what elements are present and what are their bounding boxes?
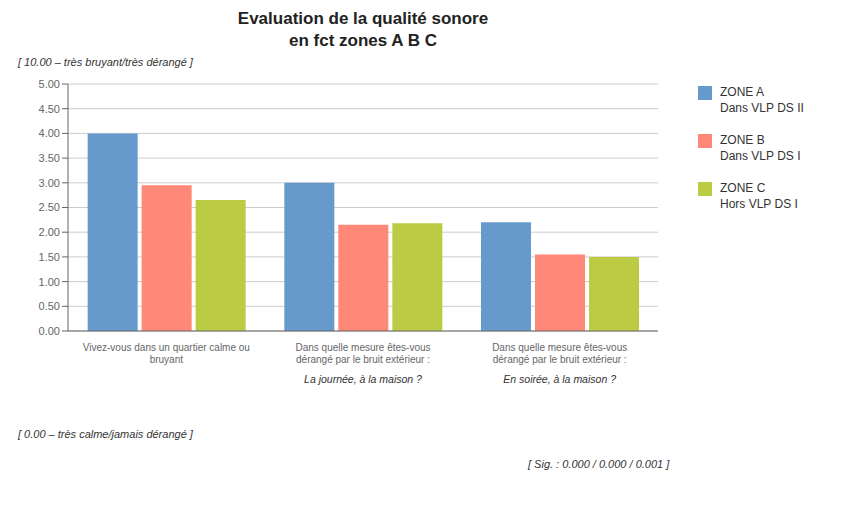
svg-text:La journée, à la maison ?: La journée, à la maison ? <box>304 373 422 385</box>
html-text:ZONE B: ZONE B <box>720 133 765 147</box>
html-text:[ 0.00 – très calme/jamais dér: [ 0.00 – très calme/jamais dérangé ] <box>18 428 193 440</box>
svg-text:3.50: 3.50 <box>39 152 60 164</box>
svg-text:1.50: 1.50 <box>39 251 60 263</box>
html-text:Dans VLP DS I: Dans VLP DS I <box>720 149 801 163</box>
svg-text:4.00: 4.00 <box>39 127 60 139</box>
svg-text:Vivez-vous dans un quartier ca: Vivez-vous dans un quartier calme oubruy… <box>83 342 250 365</box>
svg-text:En soirée, à la maison ?: En soirée, à la maison ? <box>503 373 616 385</box>
svg-text:4.50: 4.50 <box>39 103 60 115</box>
html-text:ZONE C: ZONE C <box>720 181 766 195</box>
svg-text:2.00: 2.00 <box>39 226 60 238</box>
svg-text:0.50: 0.50 <box>39 300 60 312</box>
html-text:ZONE A: ZONE A <box>720 85 764 99</box>
svg-text:5.00: 5.00 <box>39 78 60 90</box>
html-text:[ 10.00 – très bruyant/très dé: [ 10.00 – très bruyant/très dérangé ] <box>18 56 193 68</box>
svg-text:Dans quelle mesure êtes-vousdé: Dans quelle mesure êtes-vousdérangé par … <box>295 342 430 365</box>
html-text:Dans VLP DS II: Dans VLP DS II <box>720 101 804 115</box>
svg-text:0.00: 0.00 <box>39 325 60 337</box>
svg-text:Dans quelle mesure êtes-vousdé: Dans quelle mesure êtes-vousdérangé par … <box>492 342 627 365</box>
html-text:Evaluation de la qualité sonor: Evaluation de la qualité sonore <box>237 9 489 28</box>
html-text:en fct zones A B C: en fct zones A B C <box>289 31 437 50</box>
html-text:[ Sig. : 0.000 / 0.000 / 0.001: [ Sig. : 0.000 / 0.000 / 0.001 ] <box>528 458 670 470</box>
html-text:Hors VLP DS I: Hors VLP DS I <box>720 197 798 211</box>
svg-text:3.00: 3.00 <box>39 177 60 189</box>
svg-text:2.50: 2.50 <box>39 201 60 213</box>
svg-text:1.00: 1.00 <box>39 276 60 288</box>
